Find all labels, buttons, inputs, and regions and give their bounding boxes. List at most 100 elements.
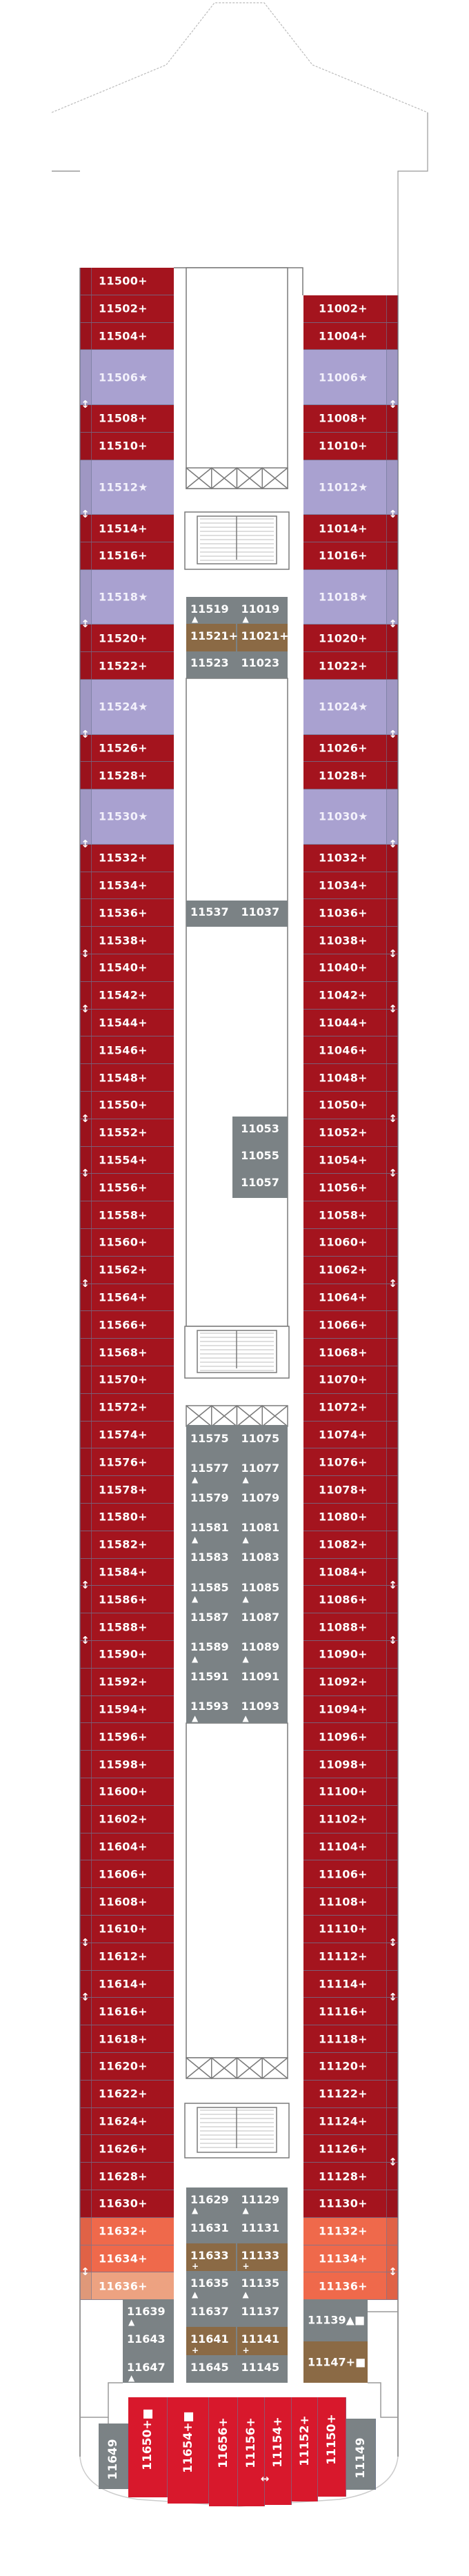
cabin[interactable]: 11585 ▲ [186,1574,237,1604]
cabin[interactable]: 11510+ [80,432,174,460]
cabin[interactable]: 11622+ [80,2080,174,2108]
cabin[interactable]: 11518★ [80,569,174,625]
cabin[interactable]: 11122+ [303,2080,398,2108]
cabin[interactable]: 11634+ [80,2245,174,2273]
cabin[interactable]: 11584+ [80,1558,174,1586]
cabin[interactable]: 11036+ [303,899,398,927]
cabin[interactable]: 11014+ [303,515,398,542]
cabin[interactable]: 11620+ [80,2053,174,2081]
cabin[interactable]: 11086+ [303,1586,398,1614]
cabin[interactable]: 11057 [232,1170,288,1198]
cabin[interactable]: 11093 ▲ [237,1693,288,1723]
cabin[interactable]: 11135 ▲ [237,2271,288,2299]
cabin[interactable]: 11608+ [80,1888,174,1916]
cabin[interactable]: 11522+ [80,652,174,680]
cabin[interactable]: 11610+ [80,1916,174,1943]
cabin[interactable]: 11641 + [186,2327,236,2355]
cabin[interactable]: 11500+ [80,268,174,295]
cabin[interactable]: 11570+ [80,1366,174,1394]
cabin[interactable]: 11077 ▲ [237,1455,288,1485]
cabin[interactable]: 11514+ [80,515,174,542]
cabin[interactable]: 11022+ [303,652,398,680]
cabin[interactable]: 11078+ [303,1476,398,1504]
cabin[interactable]: 11604+ [80,1833,174,1861]
cabin[interactable]: 11131 [237,2215,288,2243]
cabin[interactable]: 11130+ [303,2190,398,2218]
cabin[interactable]: 11540+ [80,954,174,982]
cabin[interactable]: 11537 [186,901,237,927]
cabin[interactable]: 11576+ [80,1448,174,1477]
cabin[interactable]: 11010+ [303,432,398,460]
cabin[interactable]: 11583 [186,1544,237,1574]
cabin[interactable]: 11577 ▲ [186,1455,237,1485]
cabin[interactable]: 11637 [186,2299,237,2328]
cabin[interactable]: 11072+ [303,1393,398,1422]
aft-cabin[interactable]: 11152+ [292,2397,318,2502]
cabin[interactable]: 11550+ [80,1092,174,1119]
cabin[interactable]: 11002+ [303,295,398,323]
cabin[interactable]: 11618+ [80,2025,174,2053]
cabin[interactable]: 11558+ [80,1201,174,1229]
cabin[interactable]: 11100+ [303,1778,398,1806]
cabin[interactable]: 11037 [237,901,288,927]
cabin[interactable]: 11643 [123,2327,174,2355]
cabin[interactable]: 11104+ [303,1833,398,1861]
cabin[interactable]: 11579 [186,1484,237,1515]
cabin[interactable]: 11126+ [303,2135,398,2163]
cabin[interactable]: 11546+ [80,1036,174,1065]
cabin[interactable]: 11048+ [303,1064,398,1092]
cabin[interactable]: 11108+ [303,1888,398,1916]
cabin[interactable]: 11018★ [303,569,398,625]
cabin[interactable]: 11128+ [303,2163,398,2190]
cabin[interactable]: 11026+ [303,734,398,763]
cabin[interactable]: 11639 ▲ [123,2299,174,2328]
cabin[interactable]: 11589 ▲ [186,1633,237,1664]
cabin[interactable]: 11006★ [303,350,398,405]
cabin[interactable]: 11004+ [303,322,398,351]
cabin[interactable]: 11566+ [80,1311,174,1339]
cabin[interactable]: 11040+ [303,954,398,982]
cabin[interactable]: 11024★ [303,680,398,735]
cabin[interactable]: 11552+ [80,1119,174,1147]
cabin[interactable]: 11106+ [303,1860,398,1889]
cabin[interactable]: 11578+ [80,1476,174,1504]
cabin[interactable]: 11560+ [80,1229,174,1257]
cabin[interactable]: 11530★ [80,789,174,845]
cabin[interactable]: 11586+ [80,1586,174,1614]
cabin[interactable]: 11590+ [80,1641,174,1669]
cabin[interactable]: 11626+ [80,2135,174,2163]
cabin[interactable]: 11556+ [80,1174,174,1202]
cabin[interactable]: 11598+ [80,1751,174,1778]
cabin[interactable]: 11141 + [237,2327,288,2355]
cabin[interactable]: 11592+ [80,1668,174,1696]
cabin[interactable]: 11087 [237,1604,288,1634]
cabin[interactable]: 11588+ [80,1613,174,1641]
cabin[interactable]: 11056+ [303,1174,398,1202]
cabin[interactable]: 11020+ [303,625,398,653]
cabin[interactable]: 11633 + [186,2243,236,2272]
cabin[interactable]: 11124+ [303,2107,398,2136]
cabin[interactable]: 11089 ▲ [237,1633,288,1664]
cabin[interactable]: 11502+ [80,295,174,323]
cabin[interactable]: 11580+ [80,1504,174,1531]
cabin[interactable]: 11064+ [303,1284,398,1312]
cabin[interactable]: 11562+ [80,1256,174,1284]
cabin[interactable]: 11616+ [80,1998,174,2026]
cabin[interactable]: 11582+ [80,1531,174,1559]
cabin[interactable]: 11016+ [303,542,398,570]
cabin[interactable]: 11635 ▲ [186,2271,237,2299]
cabin[interactable]: 11542+ [80,981,174,1010]
cabin[interactable]: 11631 [186,2215,237,2243]
cabin[interactable]: 11645 [186,2354,237,2383]
cabin[interactable]: 11112+ [303,1943,398,1971]
aft-cabin[interactable]: 11149 [346,2419,376,2490]
cabin[interactable]: 11587 [186,1604,237,1634]
cabin[interactable]: 11528+ [80,762,174,790]
aft-cabin[interactable]: 11156+ [238,2397,265,2506]
cabin[interactable]: 11096+ [303,1723,398,1751]
cabin[interactable]: 11581 ▲ [186,1514,237,1544]
cabin[interactable]: 11019 ▲ [237,597,288,625]
cabin[interactable]: 11038+ [303,927,398,954]
cabin[interactable]: 11147+■ [303,2341,368,2383]
cabin[interactable]: 11614+ [80,1970,174,1998]
